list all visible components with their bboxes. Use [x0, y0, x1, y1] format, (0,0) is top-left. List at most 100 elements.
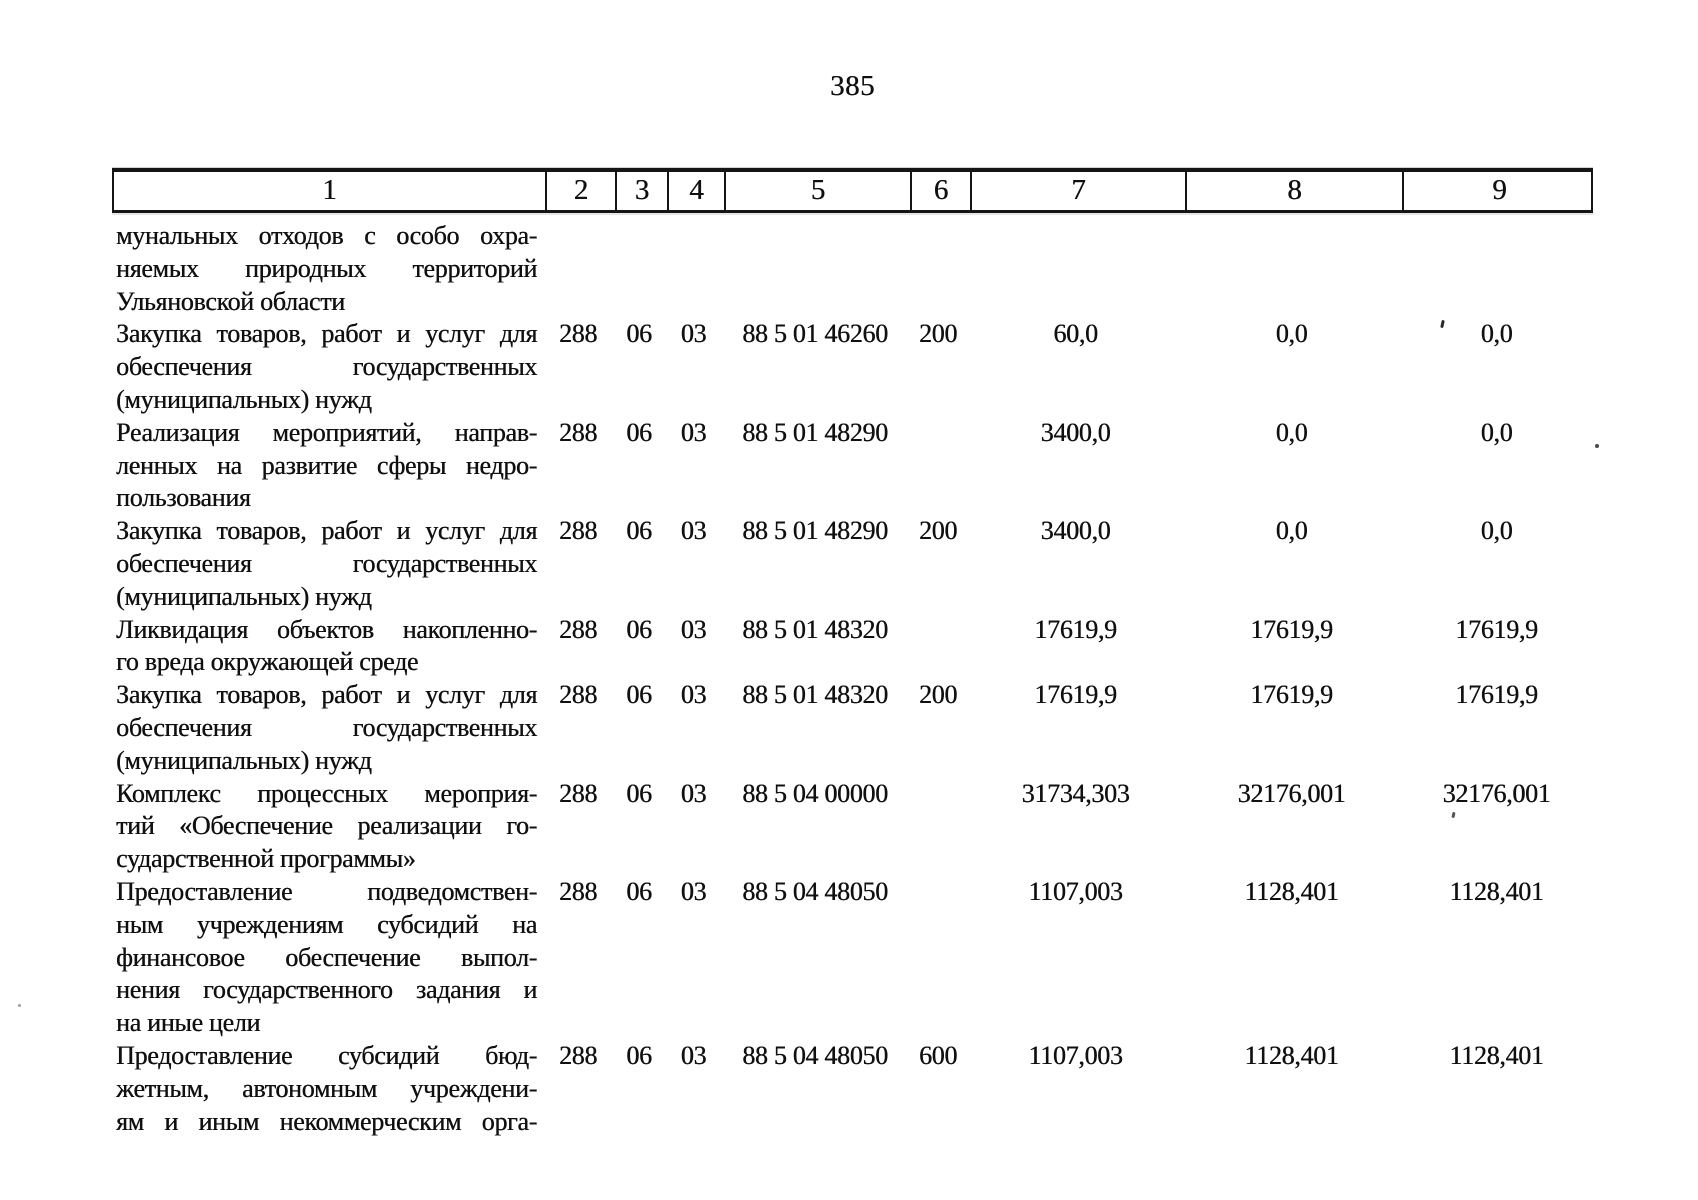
cell-c2: 288 — [558, 1040, 598, 1070]
name-line: сударственной программы» — [116, 844, 416, 874]
table-row: Комплекс процессных мероприя-тий «Обеспе… — [112, 778, 1593, 876]
cell-c4: 03 — [680, 614, 707, 644]
cell-c7: 1107,003 — [1028, 876, 1123, 906]
cell-c6 — [908, 417, 968, 450]
name-line: ным учреждениям субсидий на — [116, 909, 537, 939]
table-row: Реализация мероприятий, направ-ленных на… — [112, 417, 1593, 515]
cell-c3: 06 — [626, 417, 652, 447]
cell-c4: 03 — [680, 319, 707, 349]
name-line: (муниципальных) нужд — [116, 384, 372, 414]
row-name-cell: Закупка товаров, работ и услуг для обеспе… — [112, 515, 543, 613]
row-name-cell: Реализация мероприятий, направ-ленных на… — [112, 417, 543, 515]
name-line: пользования — [116, 483, 251, 513]
column-header-8: 8 — [1185, 172, 1402, 210]
name-line: Реализация мероприятий, направ- — [116, 417, 537, 447]
name-line: на иные цели — [116, 1008, 261, 1038]
cell-c6: 200 — [918, 680, 958, 710]
cell-c6 — [908, 614, 968, 647]
cell-c7: 3400,0 — [1040, 417, 1111, 447]
column-header-2: 2 — [545, 172, 615, 210]
name-line: Ульяновской области — [116, 286, 345, 316]
cell-c7: 3400,0 — [1040, 516, 1111, 546]
name-line: нения государственного задания и — [116, 975, 537, 1005]
cell-c9: 32176,001 — [1442, 778, 1551, 808]
cell-c6: 200 — [918, 319, 958, 349]
row-name-cell: Закупка товаров, работ и услуг для обеспе… — [112, 318, 543, 416]
cell-c4: 03 — [680, 778, 707, 808]
name-line: Закупка товаров, работ и услуг для — [116, 680, 537, 710]
cell-c7: 17619,9 — [1034, 680, 1117, 710]
cell-c8: 17619,9 — [1250, 614, 1333, 644]
name-line: обеспечения государственных — [116, 712, 537, 742]
cell-c3: 06 — [626, 778, 652, 808]
table-row: Ликвидация объектов накопленно-го вреда … — [112, 614, 1593, 680]
cell-c4: 03 — [680, 1040, 707, 1070]
cell-c8: 1128,401 — [1244, 1040, 1339, 1070]
name-line: няемых природных территорий — [116, 253, 537, 283]
cell-c7: 60,0 — [1053, 319, 1098, 349]
cell-c3: 06 — [626, 876, 652, 906]
name-line: финансовое обеспечение выпол- — [116, 942, 537, 972]
cell-c3: 06 — [626, 680, 652, 710]
column-header-9: 9 — [1402, 172, 1595, 210]
name-line: Закупка товаров, работ и услуг для — [116, 516, 537, 546]
scan-artifact — [1595, 444, 1599, 448]
cell-c9: 0,0 — [1480, 319, 1513, 349]
name-line: Комплекс процессных мероприя- — [116, 778, 537, 808]
cell-c6 — [908, 778, 968, 811]
cell-c7: 31734,303 — [1021, 778, 1130, 808]
cell-c5: 88 5 01 48290 — [742, 516, 888, 546]
cell-c5: 88 5 04 00000 — [742, 778, 888, 808]
row-name-cell: мунальных отходов с особо охра-няемых пр… — [112, 220, 543, 318]
table-row: мунальных отходов с особо охра-няемых пр… — [112, 220, 1593, 318]
cell-c8 — [1183, 220, 1400, 253]
name-line: мунальных отходов с особо охра- — [116, 221, 537, 250]
table-body: мунальных отходов с особо охра-няемых пр… — [112, 213, 1593, 1138]
cell-c2: 288 — [558, 417, 598, 447]
cell-c7 — [968, 220, 1183, 253]
column-header-5: 5 — [724, 172, 910, 210]
name-line: обеспечения государственных — [116, 548, 537, 578]
name-line: (муниципальных) нужд — [116, 581, 372, 611]
cell-c4: 03 — [680, 417, 707, 447]
cell-c2: 288 — [558, 876, 598, 906]
name-line: Предоставление подведомствен- — [116, 876, 537, 906]
table-row: Предоставление подведомствен-ным учрежде… — [112, 876, 1593, 1040]
name-line: тий «Обеспечение реализации го- — [116, 811, 537, 841]
scan-artifact — [18, 1004, 21, 1007]
cell-c8: 32176,001 — [1237, 778, 1346, 808]
cell-c3: 06 — [626, 516, 652, 546]
cell-c2: 288 — [558, 680, 598, 710]
cell-c4: 03 — [680, 876, 707, 906]
cell-c5: 88 5 04 48050 — [742, 1040, 888, 1070]
cell-c3: 06 — [626, 614, 652, 644]
column-header-4: 4 — [667, 172, 724, 210]
column-header-1: 1 — [322, 174, 337, 206]
name-line: ям и иным некоммерческим орга- — [116, 1106, 537, 1136]
cell-c4 — [665, 220, 722, 253]
cell-c7: 17619,9 — [1034, 614, 1117, 644]
cell-c6 — [908, 876, 968, 909]
cell-c9 — [1400, 220, 1593, 253]
cell-c2 — [543, 220, 613, 253]
column-header-7: 7 — [970, 172, 1185, 210]
cell-c9: 1128,401 — [1449, 1040, 1544, 1070]
cell-c5: 88 5 01 48320 — [742, 680, 888, 710]
cell-c9: 0,0 — [1480, 516, 1513, 546]
cell-c6: 600 — [918, 1040, 958, 1070]
cell-c5 — [722, 220, 908, 253]
column-header-3: 3 — [615, 172, 667, 210]
cell-c8: 0,0 — [1275, 516, 1308, 546]
table-row: Закупка товаров, работ и услуг для обеспе… — [112, 679, 1593, 777]
cell-c4: 03 — [680, 516, 707, 546]
row-name-cell: Предоставление субсидий бюд-жетным, авто… — [112, 1040, 543, 1138]
page-number: 385 — [830, 70, 875, 102]
column-header-6: 6 — [910, 172, 970, 210]
name-line: Ликвидация объектов накопленно- — [116, 614, 537, 644]
cell-c9: 1128,401 — [1449, 876, 1544, 906]
name-line: Закупка товаров, работ и услуг для — [116, 319, 537, 349]
cell-c5: 88 5 01 46260 — [742, 319, 888, 349]
